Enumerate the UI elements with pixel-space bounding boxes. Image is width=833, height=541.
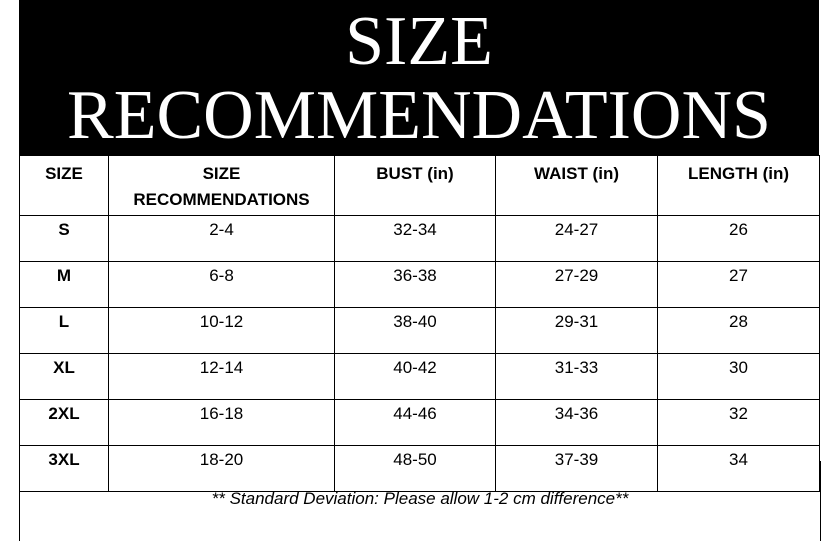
column-header: BUST (in) (334, 155, 496, 216)
table-cell: 27 (657, 261, 820, 308)
column-header: SIZE RECOMMENDATIONS (108, 155, 335, 216)
table-row: S 2-4 32-34 24-27 26 (19, 215, 820, 262)
table-cell: 44-46 (334, 399, 496, 446)
table-cell: 28 (657, 307, 820, 354)
table-cell: 30 (657, 353, 820, 400)
column-header: LENGTH (in) (657, 155, 820, 216)
table-row: L 10-12 38-40 29-31 28 (19, 307, 820, 354)
size-cell: L (19, 307, 109, 354)
table-cell: 34-36 (495, 399, 658, 446)
table-cell: 16-18 (108, 399, 335, 446)
table-row: 2XL 16-18 44-46 34-36 32 (19, 399, 820, 446)
table-cell: 2-4 (108, 215, 335, 262)
table-cell: 26 (657, 215, 820, 262)
table-cell: 38-40 (334, 307, 496, 354)
column-header: SIZE (19, 155, 109, 216)
table-cell: 24-27 (495, 215, 658, 262)
size-cell: 2XL (19, 399, 109, 446)
table-cell: 32 (657, 399, 820, 446)
title-line-2: RECOMMENDATIONS (67, 77, 771, 154)
table-cell: 34 (657, 445, 820, 492)
table-cell: 29-31 (495, 307, 658, 354)
table-cell: 6-8 (108, 261, 335, 308)
size-table: SIZE SIZE RECOMMENDATIONS BUST (in) WAIST (i… (19, 155, 820, 492)
title-banner: SIZE RECOMMENDATIONS (19, 0, 819, 155)
table-cell: 37-39 (495, 445, 658, 492)
table-row: M 6-8 36-38 27-29 27 (19, 261, 820, 308)
table-cell: 32-34 (334, 215, 496, 262)
table-cell: 31-33 (495, 353, 658, 400)
title-line-1: SIZE (345, 3, 493, 80)
table-cell: 40-42 (334, 353, 496, 400)
table-cell: 36-38 (334, 261, 496, 308)
size-cell: M (19, 261, 109, 308)
table-cell: 12-14 (108, 353, 335, 400)
table-cell: 27-29 (495, 261, 658, 308)
footer-note: ** Standard Deviation: Please allow 1-2 … (19, 461, 821, 541)
size-cell: XL (19, 353, 109, 400)
size-cell: 3XL (19, 445, 109, 492)
table-cell: 10-12 (108, 307, 335, 354)
table-row: 3XL 18-20 48-50 37-39 34 (19, 445, 820, 492)
table-header-row: SIZE SIZE RECOMMENDATIONS BUST (in) WAIST (i… (19, 155, 820, 216)
size-cell: S (19, 215, 109, 262)
table-row: XL 12-14 40-42 31-33 30 (19, 353, 820, 400)
table-cell: 18-20 (108, 445, 335, 492)
column-header: WAIST (in) (495, 155, 658, 216)
